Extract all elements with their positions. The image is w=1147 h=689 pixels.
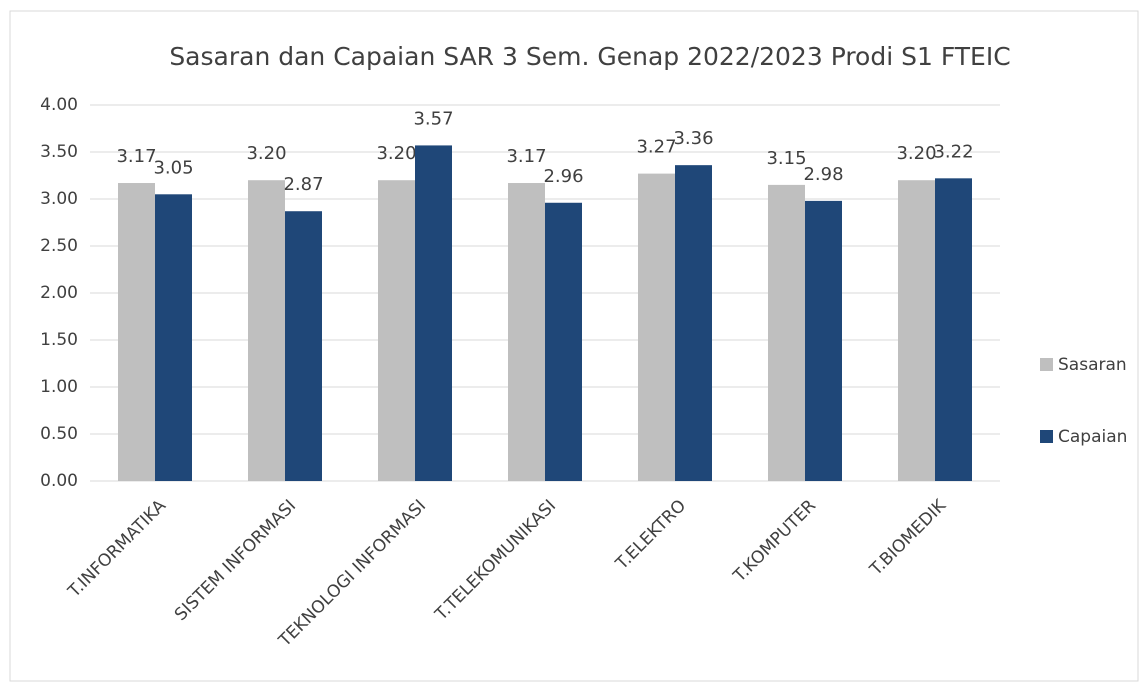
bar (768, 184, 805, 481)
data-label: 3.20 (376, 143, 416, 164)
bar (508, 183, 545, 481)
y-tick-label: 0.00 (40, 471, 78, 491)
data-label: 3.20 (246, 143, 286, 164)
data-label: 2.87 (283, 174, 323, 195)
bar (118, 183, 155, 481)
bar (415, 145, 452, 482)
data-label: 3.20 (896, 143, 936, 164)
y-tick-label: 3.00 (40, 189, 78, 209)
data-label: 3.22 (933, 141, 973, 162)
bar (675, 165, 712, 481)
y-tick-label: 2.00 (40, 283, 78, 303)
chart-title: Sasaran dan Capaian SAR 3 Sem. Genap 202… (169, 42, 1010, 71)
bar (378, 180, 415, 481)
legend-label: Capaian (1058, 427, 1127, 447)
bar (285, 211, 322, 481)
bar (935, 178, 972, 481)
data-label: 3.05 (153, 157, 193, 178)
data-label: 3.15 (766, 148, 806, 169)
y-tick-label: 2.50 (40, 236, 78, 256)
legend-swatch (1040, 430, 1053, 443)
bar (805, 200, 842, 481)
bar (638, 173, 675, 481)
y-tick-label: 1.50 (40, 330, 78, 350)
y-tick-label: 1.00 (40, 377, 78, 397)
legend-swatch (1040, 358, 1053, 371)
y-tick-label: 3.50 (40, 142, 78, 162)
bar (898, 180, 935, 481)
data-label: 3.17 (506, 146, 546, 167)
data-label: 3.17 (116, 146, 156, 167)
data-label: 3.57 (413, 108, 453, 129)
legend-label: Sasaran (1058, 355, 1127, 375)
data-label: 2.98 (803, 164, 843, 185)
data-label: 3.27 (636, 137, 676, 158)
bar (248, 180, 285, 481)
bar (155, 194, 192, 482)
data-label: 2.96 (543, 166, 583, 187)
bar (545, 202, 582, 481)
data-label: 3.36 (673, 128, 713, 149)
y-tick-label: 4.00 (40, 95, 78, 115)
y-tick-label: 0.50 (40, 424, 78, 444)
